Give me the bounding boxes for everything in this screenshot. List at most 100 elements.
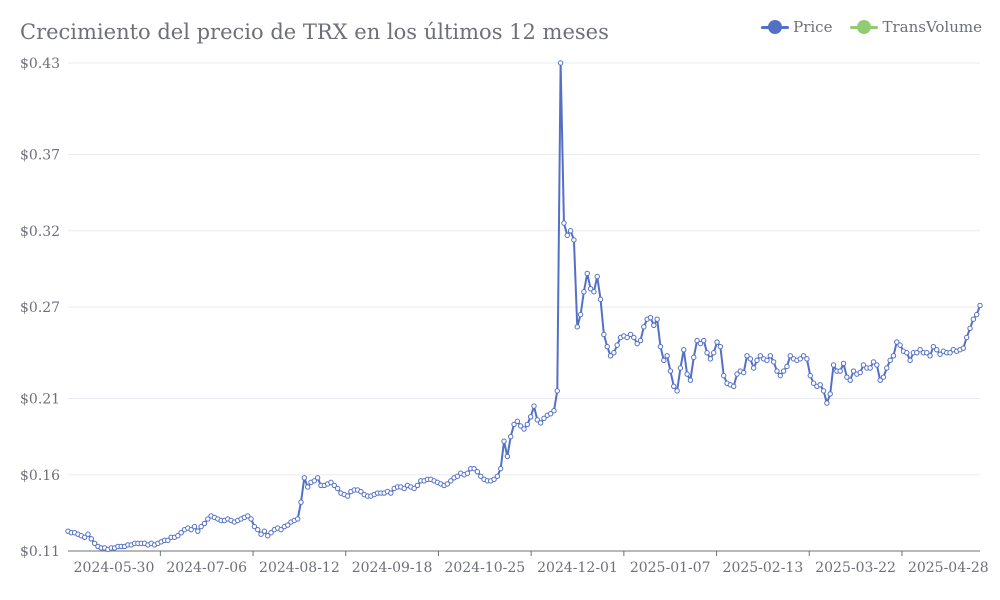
price-point[interactable] xyxy=(344,493,351,499)
price-point[interactable] xyxy=(867,365,873,371)
price-point[interactable] xyxy=(784,363,790,370)
price-point[interactable] xyxy=(674,388,680,394)
price-point[interactable] xyxy=(298,499,304,505)
price-point[interactable] xyxy=(897,342,903,348)
price-point[interactable] xyxy=(684,371,690,377)
price-point[interactable] xyxy=(591,289,597,295)
price-point[interactable] xyxy=(294,516,301,522)
price-point[interactable] xyxy=(963,334,970,341)
price-point[interactable] xyxy=(681,347,687,353)
price-point[interactable] xyxy=(810,380,817,386)
price-point[interactable] xyxy=(894,339,900,345)
price-point[interactable] xyxy=(574,324,580,330)
price-point[interactable] xyxy=(847,377,853,383)
price-point[interactable] xyxy=(970,316,977,322)
price-point[interactable] xyxy=(870,359,877,365)
price-point[interactable] xyxy=(474,469,481,475)
price-point[interactable] xyxy=(448,478,454,484)
price-point[interactable] xyxy=(973,311,980,318)
price-point[interactable] xyxy=(667,368,674,374)
price-point[interactable] xyxy=(857,369,863,376)
price-point[interactable] xyxy=(444,481,451,487)
price-point[interactable] xyxy=(747,356,754,362)
price-point[interactable] xyxy=(890,353,897,359)
price-point[interactable] xyxy=(561,220,567,226)
price-point[interactable] xyxy=(804,356,810,362)
price-point[interactable] xyxy=(927,353,933,359)
price-point[interactable] xyxy=(205,516,211,522)
price-point[interactable] xyxy=(165,537,171,544)
price-point[interactable] xyxy=(614,342,620,348)
price-point[interactable] xyxy=(547,411,554,417)
price-point[interactable] xyxy=(677,365,684,371)
price-point[interactable] xyxy=(498,465,504,472)
legend-item-transvolume[interactable]: TransVolume xyxy=(850,18,982,36)
price-point[interactable] xyxy=(507,433,514,440)
price-point[interactable] xyxy=(581,289,587,295)
price-point[interactable] xyxy=(907,357,913,364)
price-point[interactable] xyxy=(800,353,807,359)
price-point[interactable] xyxy=(904,350,910,356)
price-point[interactable] xyxy=(860,362,867,368)
price-point[interactable] xyxy=(634,340,640,347)
price-point[interactable] xyxy=(740,369,747,376)
price-point[interactable] xyxy=(527,414,534,420)
price-point[interactable] xyxy=(567,228,574,234)
price-point[interactable] xyxy=(774,368,780,374)
price-point[interactable] xyxy=(744,353,750,359)
price-point[interactable] xyxy=(334,485,341,492)
price-point[interactable] xyxy=(188,526,194,533)
price-point[interactable] xyxy=(494,473,501,479)
price-point[interactable] xyxy=(301,475,308,481)
price-point[interactable] xyxy=(258,531,264,537)
price-point[interactable] xyxy=(647,314,654,321)
price-point[interactable] xyxy=(601,331,607,338)
price-point[interactable] xyxy=(504,453,511,460)
price-point[interactable] xyxy=(314,475,321,481)
price-point[interactable] xyxy=(607,353,614,359)
price-point[interactable] xyxy=(764,357,770,364)
price-point[interactable] xyxy=(531,403,537,409)
price-point[interactable] xyxy=(358,488,364,495)
price-point[interactable] xyxy=(721,372,727,379)
price-point[interactable] xyxy=(850,368,857,374)
price-point[interactable] xyxy=(88,536,95,542)
price-point[interactable] xyxy=(704,350,710,356)
price-point[interactable] xyxy=(637,337,644,344)
price-point[interactable] xyxy=(464,470,471,476)
price-point[interactable] xyxy=(717,343,724,350)
price-point[interactable] xyxy=(960,345,967,351)
price-point[interactable] xyxy=(754,357,760,364)
price-point[interactable] xyxy=(597,296,604,303)
price-point[interactable] xyxy=(924,350,930,356)
price-point[interactable] xyxy=(517,423,524,429)
price-point[interactable] xyxy=(887,357,893,364)
price-point[interactable] xyxy=(880,374,887,380)
price-point[interactable] xyxy=(787,353,793,359)
price-point[interactable] xyxy=(584,270,590,277)
price-point[interactable] xyxy=(937,351,943,357)
price-point[interactable] xyxy=(837,368,843,374)
price-point[interactable] xyxy=(511,421,517,428)
price-point[interactable] xyxy=(261,528,268,534)
price-point[interactable] xyxy=(524,421,531,428)
price-point[interactable] xyxy=(777,372,783,379)
price-point[interactable] xyxy=(624,334,630,341)
price-point[interactable] xyxy=(328,479,334,486)
price-point[interactable] xyxy=(251,523,258,530)
price-point[interactable] xyxy=(537,420,544,426)
price-point[interactable] xyxy=(284,522,291,528)
price-point[interactable] xyxy=(884,365,890,371)
price-point[interactable] xyxy=(797,356,803,362)
price-point[interactable] xyxy=(730,383,737,389)
price-point[interactable] xyxy=(967,325,973,332)
price-point[interactable] xyxy=(178,530,184,536)
legend-item-price[interactable]: Price xyxy=(761,18,832,36)
price-point[interactable] xyxy=(627,331,634,338)
price-point[interactable] xyxy=(577,311,584,318)
price-point[interactable] xyxy=(757,353,764,359)
price-point[interactable] xyxy=(664,353,670,359)
price-point[interactable] xyxy=(248,516,254,522)
price-point[interactable] xyxy=(657,343,664,350)
price-point[interactable] xyxy=(388,490,394,496)
